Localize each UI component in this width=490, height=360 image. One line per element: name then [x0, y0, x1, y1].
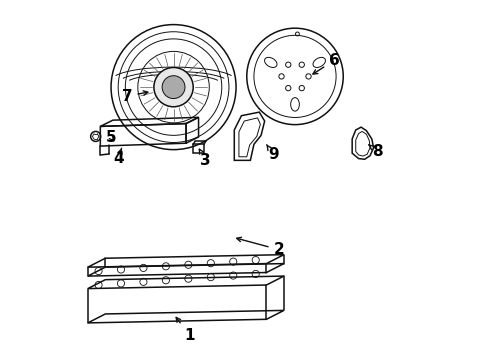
- Text: 3: 3: [199, 149, 211, 168]
- Circle shape: [154, 67, 193, 107]
- Circle shape: [162, 76, 185, 99]
- Text: 5: 5: [106, 130, 116, 145]
- Text: 7: 7: [122, 89, 148, 104]
- Text: 4: 4: [113, 148, 123, 166]
- Text: 2: 2: [237, 237, 284, 257]
- Text: 6: 6: [313, 53, 340, 74]
- Text: 8: 8: [369, 144, 383, 159]
- Text: 9: 9: [267, 145, 279, 162]
- Text: 1: 1: [176, 318, 195, 343]
